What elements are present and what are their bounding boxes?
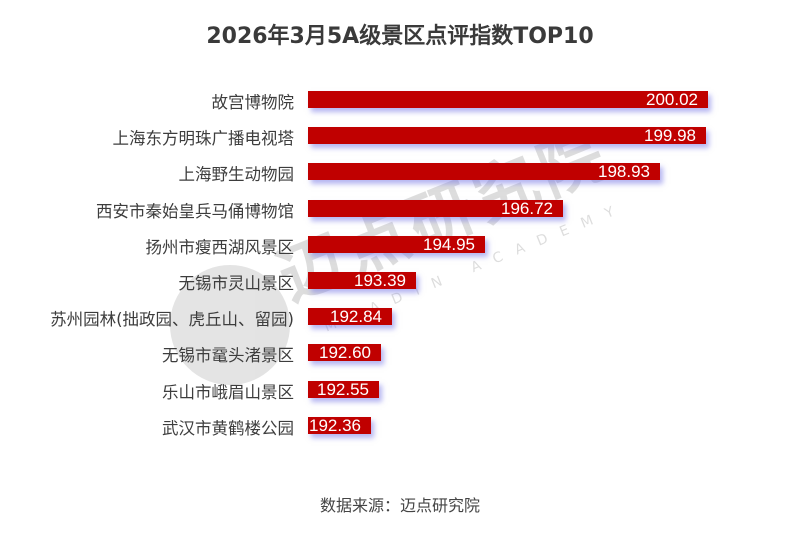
bar-row: 乐山市峨眉山景区 192.55 — [0, 371, 800, 407]
bar-row: 扬州市瘦西湖风景区 194.95 — [0, 226, 800, 262]
value-label: 196.72 — [501, 198, 553, 218]
bar-row: 武汉市黄鹤楼公园 192.36 — [0, 407, 800, 443]
bar: 194.95 — [308, 234, 485, 254]
bar: 192.36 — [308, 415, 371, 435]
category-label: 无锡市鼋头渚景区 — [162, 346, 294, 366]
bar: 199.98 — [308, 126, 706, 146]
bar-chart: 故宫博物院 200.02 上海东方明珠广播电视塔 199.98 上海野生动物园 198.9… — [0, 80, 800, 450]
bar: 192.60 — [308, 343, 381, 363]
bar-row: 无锡市灵山景区 193.39 — [0, 262, 800, 298]
chart-title: 2026年3月5A级景区点评指数TOP10 — [206, 24, 594, 49]
bar-row: 无锡市鼋头渚景区 192.60 — [0, 334, 800, 370]
value-label: 192.55 — [317, 379, 369, 399]
value-label: 199.98 — [644, 126, 696, 146]
bar-row: 苏州园林(拙政园、虎丘山、留园) 192.84 — [0, 298, 800, 334]
value-label: 194.95 — [423, 234, 475, 254]
value-label: 192.60 — [319, 343, 371, 363]
value-label: 200.02 — [646, 90, 698, 109]
bar: 198.93 — [308, 162, 660, 182]
category-label: 西安市秦始皇兵马俑博物馆 — [96, 201, 294, 221]
value-label: 193.39 — [354, 271, 406, 290]
category-label: 上海东方明珠广播电视塔 — [112, 129, 295, 149]
bar: 192.55 — [308, 379, 379, 399]
category-label: 上海野生动物园 — [178, 165, 295, 185]
value-label: 192.36 — [309, 415, 361, 435]
category-label: 乐山市峨眉山景区 — [162, 382, 294, 402]
category-label: 扬州市瘦西湖风景区 — [145, 237, 295, 257]
bar-row: 上海东方明珠广播电视塔 199.98 — [0, 117, 800, 153]
category-label: 故宫博物院 — [211, 93, 295, 112]
data-source: 数据来源：迈点研究院 — [319, 496, 480, 515]
category-label: 无锡市灵山景区 — [178, 274, 295, 293]
value-label: 198.93 — [598, 162, 650, 182]
bar-row: 西安市秦始皇兵马俑博物馆 196.72 — [0, 190, 800, 226]
value-label: 192.84 — [330, 307, 382, 327]
bar: 192.84 — [308, 307, 392, 327]
bar: 193.39 — [308, 271, 416, 290]
bar: 196.72 — [308, 198, 563, 218]
bar-row: 上海野生动物园 198.93 — [0, 153, 800, 189]
category-label: 苏州园林(拙政园、虎丘山、留园) — [50, 310, 294, 330]
bar-row: 故宫博物院 200.02 — [0, 81, 800, 117]
bar: 200.02 — [308, 90, 708, 109]
category-label: 武汉市黄鹤楼公园 — [162, 418, 294, 438]
